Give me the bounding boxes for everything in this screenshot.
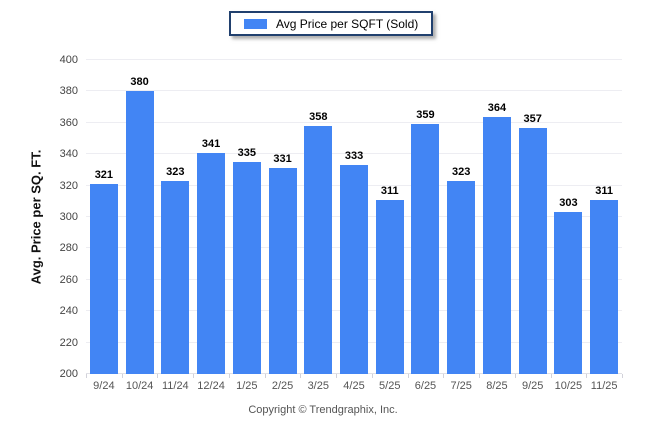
x-axis-labels: 9/24 10/24 11/24 12/24 1/25 2/25 3/25 4/25 5/25 6…: [86, 381, 622, 392]
bar: [447, 180, 476, 374]
y-tick-label: 300: [59, 211, 78, 223]
x-tick-label: 1/25: [236, 380, 258, 392]
x-tick-mark: [86, 374, 87, 378]
bar-value-label: 311: [595, 184, 614, 197]
bar-column: 333: [336, 60, 372, 374]
x-tick-mark: [371, 374, 373, 378]
bar-value-label: 331: [273, 153, 292, 166]
x-tick-mark: [300, 374, 302, 378]
y-tick-label: 400: [59, 54, 78, 66]
gridline: [86, 121, 622, 123]
bar: [411, 124, 440, 374]
x-tick-label: 7/25: [450, 380, 472, 392]
x-tick-label: 9/25: [521, 380, 544, 392]
bar-value-label: 357: [523, 112, 542, 125]
bar-column: 335: [229, 60, 265, 374]
x-tick-mark: [121, 374, 123, 378]
bar: [340, 165, 368, 374]
bar: [482, 116, 511, 374]
x-tick-mark: [514, 374, 516, 378]
y-tick-label: 340: [59, 148, 78, 161]
legend-label: Avg Price per SQFT (Sold): [276, 16, 419, 31]
bar: [590, 199, 619, 374]
x-tick-mark: [193, 374, 195, 378]
bar: [197, 152, 226, 374]
y-tick-label: 320: [59, 179, 78, 192]
x-tick-label: 9/24: [93, 380, 115, 392]
plot-area: 321 380 323 341 335 331 358 333 311 359 323 364 357 3…: [86, 59, 622, 374]
y-tick-label: 380: [59, 85, 78, 98]
gridline: [86, 90, 622, 92]
bar: [375, 199, 404, 374]
bar-value-label: 323: [166, 165, 185, 178]
bar: [232, 162, 261, 374]
x-tick-mark: [550, 374, 552, 378]
bar-value-label: 311: [380, 184, 399, 197]
bar-value-label: 321: [94, 169, 114, 182]
bar-column: 321: [86, 60, 122, 374]
bar: [304, 125, 333, 374]
bar-column: 323: [443, 60, 479, 374]
y-tick-label: 200: [59, 368, 78, 380]
bar-value-label: 380: [130, 76, 149, 89]
bar-value-label: 303: [559, 197, 578, 210]
bar: [161, 180, 190, 374]
bar-column: 358: [300, 60, 336, 374]
x-tick-label: 10/25: [554, 380, 583, 392]
bar-column: 357: [515, 60, 551, 374]
bar: [125, 91, 154, 374]
bar: [518, 127, 547, 374]
x-tick-label: 5/25: [379, 380, 401, 392]
x-tick-label: 2/25: [271, 380, 294, 392]
bar-value-label: 323: [452, 165, 471, 178]
gridline: [86, 153, 622, 155]
x-tick-mark: [264, 374, 266, 378]
x-tick-label: 3/25: [307, 380, 329, 392]
bar-column: 303: [551, 60, 587, 374]
bar-column: 359: [408, 60, 444, 374]
bar-column: 331: [265, 60, 301, 374]
x-tick-label: 10/24: [125, 380, 154, 392]
x-tick-mark: [336, 374, 338, 378]
bar-value-label: 333: [344, 150, 364, 163]
x-tick-mark: [622, 374, 623, 378]
legend: Avg Price per SQFT (Sold): [229, 11, 434, 36]
bar-column: 380: [122, 60, 158, 374]
bar-column: 341: [193, 60, 229, 374]
bar-column: 323: [157, 60, 193, 374]
legend-swatch-icon: [244, 18, 267, 29]
y-tick-label: 240: [59, 305, 78, 318]
bar-column: 311: [372, 60, 408, 374]
bar-value-label: 341: [201, 137, 221, 150]
x-tick-mark: [228, 374, 230, 378]
x-tick-mark: [479, 374, 481, 378]
footer-text: Copyright © Trendgraphix, Inc.: [248, 404, 398, 416]
bar: [554, 212, 583, 374]
x-tick-label: 12/24: [197, 380, 225, 392]
y-tick-label: 360: [59, 116, 78, 129]
x-tick-label: 11/24: [161, 380, 189, 392]
gridline: [86, 59, 622, 60]
x-tick-label: 4/25: [343, 380, 365, 392]
bar: [268, 168, 297, 374]
x-tick-mark: [407, 374, 409, 378]
x-tick-mark: [157, 374, 159, 378]
bar: [89, 184, 118, 374]
x-tick-mark: [443, 374, 445, 378]
bar-value-label: 358: [309, 110, 328, 123]
bar-column: 311: [586, 60, 622, 374]
x-tick-label: 11/25: [590, 380, 618, 392]
bar-value-label: 364: [487, 101, 507, 114]
x-tick-label: 6/25: [414, 380, 437, 392]
y-tick-label: 280: [59, 242, 78, 255]
bar-column: 364: [479, 60, 515, 374]
bar-value-label: 359: [416, 109, 435, 122]
x-tick-label: 8/25: [486, 380, 508, 392]
y-tick-label: 260: [59, 273, 78, 286]
bars: 321 380 323 341 335 331 358 333 311 359 323 364 357 3…: [86, 60, 622, 374]
bar-value-label: 335: [237, 147, 256, 160]
x-tick-mark: [586, 374, 588, 378]
y-tick-label: 220: [59, 336, 78, 349]
